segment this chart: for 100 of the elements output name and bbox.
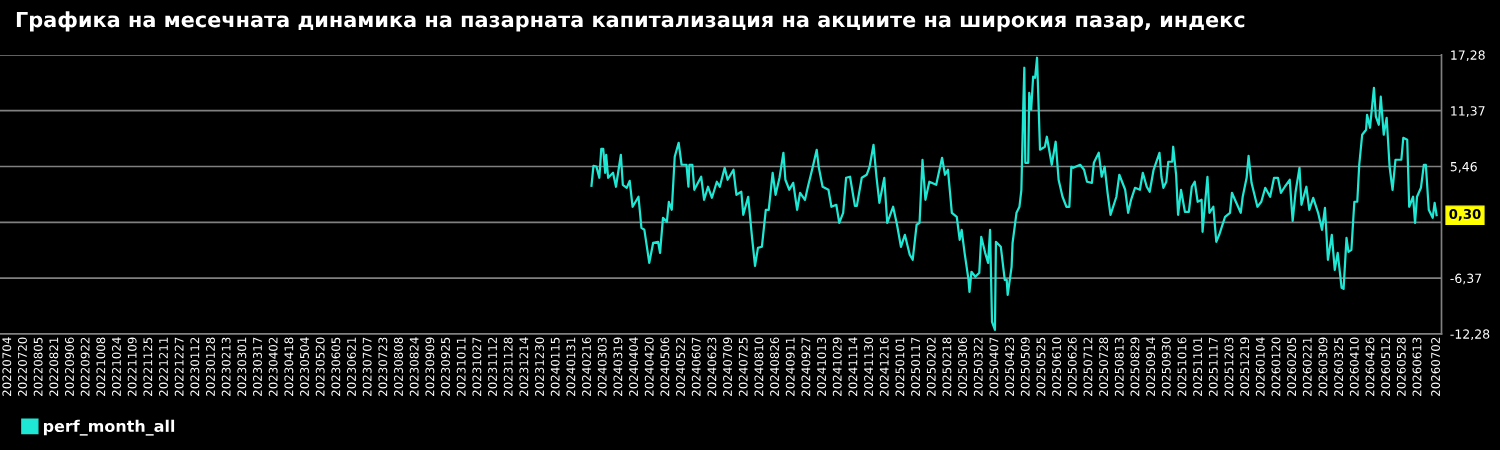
x-tick-label: 20260702 <box>1431 337 1441 396</box>
x-tick-label: 20240506 <box>660 337 670 396</box>
x-tick-label: 20240216 <box>582 337 591 396</box>
x-tick-label: 20230504 <box>300 337 309 396</box>
x-tick-label: 20231011 <box>456 337 466 396</box>
x-tick-label: 20220922 <box>80 337 90 396</box>
x-tick-label: 20240319 <box>613 337 623 396</box>
annotation: 0,30 <box>1449 209 1481 221</box>
x-tick-label: 20260205 <box>1287 337 1297 396</box>
x-tick-label: 20240420 <box>644 337 654 396</box>
x-tick-label: 20250712 <box>1083 337 1093 396</box>
x-tick-label: 20240404 <box>629 337 638 396</box>
x-tick-label: 20241114 <box>848 337 858 396</box>
y-tick-label: 17,28 <box>1451 50 1485 62</box>
x-tick-label: 20240725 <box>738 337 748 396</box>
y-tick-label: -12,28 <box>1450 329 1490 341</box>
line-series <box>590 56 1438 331</box>
x-tick-label: 20260309 <box>1318 337 1328 396</box>
x-tick-label: 20240911 <box>785 337 795 396</box>
x-tick-label: 20250728 <box>1099 337 1109 396</box>
x-tick-label: 20250218 <box>942 337 952 396</box>
x-tick-label: 20260104 <box>1255 337 1265 396</box>
x-tick-label: 20250423 <box>1005 337 1015 396</box>
x-tick-label: 20230128 <box>206 337 215 396</box>
x-tick-label: 20250101 <box>895 337 905 396</box>
x-tick-label: 20260512 <box>1381 337 1391 396</box>
x-tick-label: 20241130 <box>864 337 874 396</box>
x-tick-label: 20230707 <box>362 337 372 396</box>
x-tick-label: 20240303 <box>597 337 607 396</box>
x-tick-label: 20221227 <box>174 337 184 396</box>
x-tick-label: 20230925 <box>441 337 450 396</box>
x-tick-label: 20230402 <box>268 337 278 396</box>
x-tick-label: 20250117 <box>911 337 921 396</box>
x-tick-label: 20240131 <box>566 337 576 396</box>
x-tick-label: 20220805 <box>33 337 43 396</box>
x-tick-label: 20250813 <box>1114 337 1124 396</box>
chart-title: Графика на месечната динамика на пазарната капитализация на акциите на широкия пазар, индекс <box>16 11 1245 32</box>
y-tick-label: 5,46 <box>1450 161 1477 173</box>
x-tick-label: 20250306 <box>958 337 968 396</box>
legend-label: perf_month_all <box>43 419 175 436</box>
x-tick-label: 20260120 <box>1271 337 1281 396</box>
x-tick-label: 20230301 <box>237 337 247 396</box>
x-tick-label: 20220906 <box>65 337 74 396</box>
x-tick-label: 20241216 <box>879 337 889 396</box>
x-tick-label: 20250626 <box>1067 337 1077 396</box>
x-tick-label: 20221024 <box>112 337 121 396</box>
x-tick-label: 20251219 <box>1240 337 1250 396</box>
x-tick-label: 20240522 <box>676 337 685 396</box>
x-tick-label: 20241029 <box>832 337 842 396</box>
x-tick-label: 20231230 <box>535 337 544 396</box>
x-tick-label: 20250610 <box>1052 337 1062 396</box>
y-tick-label: -6,37 <box>1450 273 1482 285</box>
x-tick-label: 20230112 <box>190 337 200 396</box>
x-tick-label: 20260221 <box>1302 337 1312 396</box>
x-tick-label: 20230909 <box>425 337 435 396</box>
x-tick-label: 20240115 <box>550 337 560 396</box>
x-tick-label: 20240927 <box>801 337 811 396</box>
x-tick-label: 20240826 <box>770 337 780 396</box>
x-tick-label: 20240810 <box>754 337 764 396</box>
x-tick-label: 20250322 <box>973 337 983 396</box>
x-tick-label: 20221109 <box>127 337 137 396</box>
x-tick-label: 20230824 <box>409 337 419 396</box>
x-tick-label: 20251101 <box>1193 337 1203 396</box>
x-tick-label: 20251203 <box>1224 337 1234 396</box>
x-tick-label: 20251117 <box>1208 337 1218 396</box>
x-tick-label: 20220821 <box>49 337 59 396</box>
x-tick-label: 20260410 <box>1349 337 1359 396</box>
x-tick-label: 20230418 <box>284 337 294 396</box>
x-tick-label: 20230621 <box>347 337 356 396</box>
x-tick-label: 20231112 <box>488 337 497 396</box>
x-tick-label: 20241013 <box>817 337 827 396</box>
x-tick-label: 20260325 <box>1334 337 1344 396</box>
x-tick-label: 20231027 <box>472 337 482 396</box>
x-tick-label: 20250509 <box>1020 337 1030 396</box>
x-tick-label: 20231128 <box>503 337 513 396</box>
x-tick-label: 20230213 <box>221 337 231 396</box>
x-tick-label: 20220704 <box>2 337 12 396</box>
x-tick-label: 20221211 <box>159 337 168 396</box>
x-tick-label: 20230317 <box>253 337 262 396</box>
x-tick-label: 20260528 <box>1396 337 1406 396</box>
x-tick-label: 20240623 <box>707 337 717 396</box>
x-tick-label: 20260426 <box>1365 337 1375 396</box>
x-tick-label: 20230520 <box>315 337 325 396</box>
x-tick-label: 20230605 <box>331 337 341 396</box>
x-tick-label: 20240607 <box>691 337 701 396</box>
x-tick-label: 20251016 <box>1177 337 1187 396</box>
x-tick-label: 20250930 <box>1161 337 1171 396</box>
x-tick-label: 20230723 <box>378 337 388 396</box>
x-tick-label: 20250202 <box>926 337 936 396</box>
y-tick-label: 11,37 <box>1451 106 1485 117</box>
x-tick-label: 20231214 <box>519 337 529 396</box>
x-tick-label: 20220720 <box>18 337 27 396</box>
x-tick-label: 20250407 <box>989 337 999 396</box>
x-tick-label: 20260613 <box>1412 337 1422 396</box>
x-tick-label: 20221125 <box>143 337 153 396</box>
x-tick-label: 20250914 <box>1146 337 1156 396</box>
x-tick-label: 20240709 <box>723 337 733 396</box>
x-tick-label: 20250525 <box>1036 337 1046 396</box>
x-tick-label: 20230808 <box>394 337 403 396</box>
x-tick-label: 20221008 <box>96 337 106 396</box>
